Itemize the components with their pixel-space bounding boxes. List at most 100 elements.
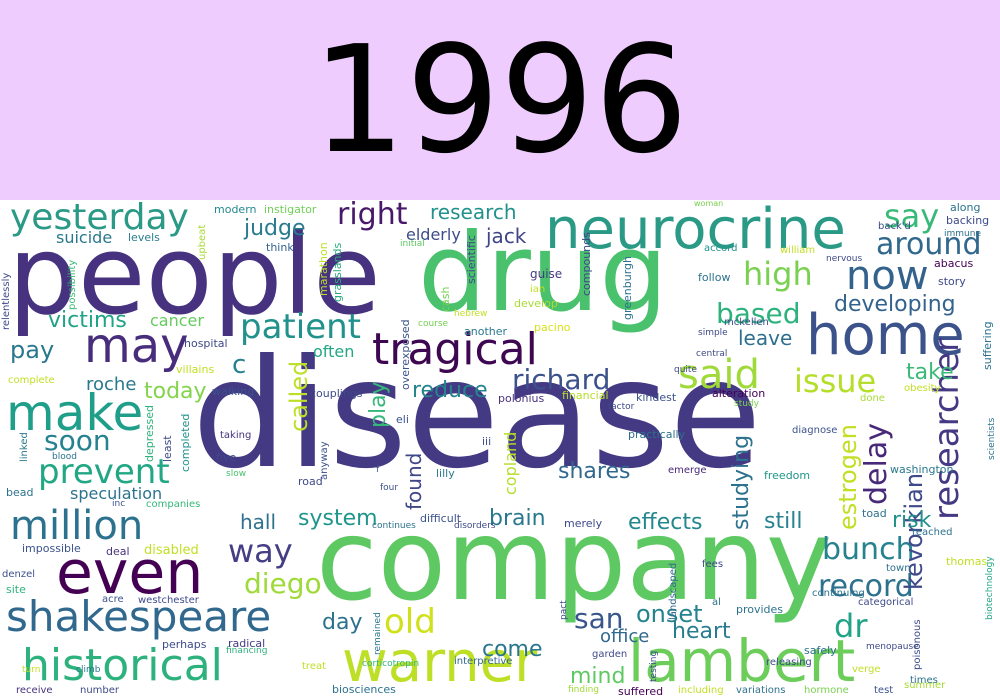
word: people xyxy=(8,211,381,339)
word: categorical xyxy=(858,597,914,608)
title-banner xyxy=(0,0,1000,200)
word: backing xyxy=(946,214,990,227)
word: garden xyxy=(592,649,628,660)
word: compounds xyxy=(580,232,593,296)
word: instigator xyxy=(264,203,317,216)
word: f xyxy=(376,465,380,475)
word: way xyxy=(228,532,293,570)
word: office xyxy=(600,626,650,647)
word: practically xyxy=(628,428,686,441)
word: right xyxy=(337,200,408,232)
word: eli xyxy=(396,413,409,426)
word: road xyxy=(298,475,323,488)
word: upbeat xyxy=(197,224,208,260)
word: menopause xyxy=(866,642,919,652)
word: copland xyxy=(501,431,520,495)
word: iii xyxy=(482,435,492,448)
word: estrogen xyxy=(834,424,862,530)
word: westchester xyxy=(138,595,199,606)
word: bead xyxy=(6,486,34,499)
word: deal xyxy=(106,545,130,558)
word: pacino xyxy=(534,321,571,334)
word: say xyxy=(884,200,940,235)
word: dr xyxy=(834,607,868,645)
word: difficult xyxy=(420,512,462,525)
word: old xyxy=(384,602,436,642)
word: perhaps xyxy=(162,638,207,651)
word: lambert xyxy=(628,627,856,695)
word: heart xyxy=(672,619,731,644)
word: hebrew xyxy=(454,309,488,319)
word: kindest xyxy=(636,391,677,404)
word: landscaped xyxy=(668,562,679,620)
word: said xyxy=(678,352,760,398)
word: historical xyxy=(22,640,223,691)
page-title: 1996 xyxy=(311,14,689,186)
word: variations xyxy=(736,685,786,696)
word: story xyxy=(938,275,966,288)
word: radical xyxy=(228,637,266,650)
word: think xyxy=(266,241,294,254)
word: come xyxy=(482,637,543,662)
word: depressed xyxy=(143,405,156,462)
word: judge xyxy=(244,216,306,241)
word: ian xyxy=(530,284,546,295)
word: company xyxy=(316,496,833,626)
word: issue xyxy=(794,362,877,400)
word: still xyxy=(764,509,803,534)
word: studying xyxy=(729,434,754,530)
word: scientific xyxy=(465,235,478,284)
word: climb xyxy=(76,665,101,675)
word: toad xyxy=(862,507,887,520)
word: least xyxy=(161,435,174,462)
word: five xyxy=(216,451,237,464)
word: disabled xyxy=(144,543,199,558)
word: receive xyxy=(16,685,53,696)
word: william xyxy=(780,245,816,256)
word: developing xyxy=(834,292,956,317)
word: record xyxy=(818,569,914,604)
word: c xyxy=(232,350,247,380)
word: diagnose xyxy=(792,425,838,436)
word: around xyxy=(876,227,982,262)
word: warner xyxy=(342,630,538,695)
word: villains xyxy=(176,363,215,376)
word: four xyxy=(380,483,399,493)
word: course xyxy=(418,319,449,329)
word: initial xyxy=(400,239,425,249)
word: couplings xyxy=(310,387,363,400)
word: walking xyxy=(212,385,255,398)
word: obesity xyxy=(904,383,941,394)
word: risk xyxy=(892,508,932,533)
word: woman xyxy=(694,200,724,208)
word: richard xyxy=(512,363,611,396)
word: times xyxy=(910,675,938,686)
word: simple xyxy=(698,328,728,338)
word: central xyxy=(696,349,728,359)
word: acre xyxy=(102,594,124,605)
word: hormone xyxy=(804,685,849,696)
word: biotechnology xyxy=(985,556,995,620)
word: lilly xyxy=(436,467,455,480)
word: completed xyxy=(179,413,192,472)
word: san xyxy=(574,602,624,635)
word: elderly xyxy=(406,225,461,244)
word: verge xyxy=(852,664,881,675)
word: finding xyxy=(568,685,600,695)
word: take xyxy=(906,360,954,385)
word: patient xyxy=(240,307,361,347)
word: marathon xyxy=(317,242,330,296)
word: victims xyxy=(48,308,127,333)
word: nervous xyxy=(826,254,863,264)
word: immune xyxy=(944,229,981,239)
word: linked xyxy=(19,432,30,462)
word: shares xyxy=(558,459,631,484)
word: continues xyxy=(372,521,416,531)
word: disorders xyxy=(454,521,496,531)
word: abacus xyxy=(934,257,974,270)
word: accord xyxy=(704,243,738,254)
word: overexposed xyxy=(399,319,412,390)
word: speculation xyxy=(70,484,163,503)
word: disease xyxy=(192,328,762,502)
word: freedom xyxy=(764,469,811,482)
